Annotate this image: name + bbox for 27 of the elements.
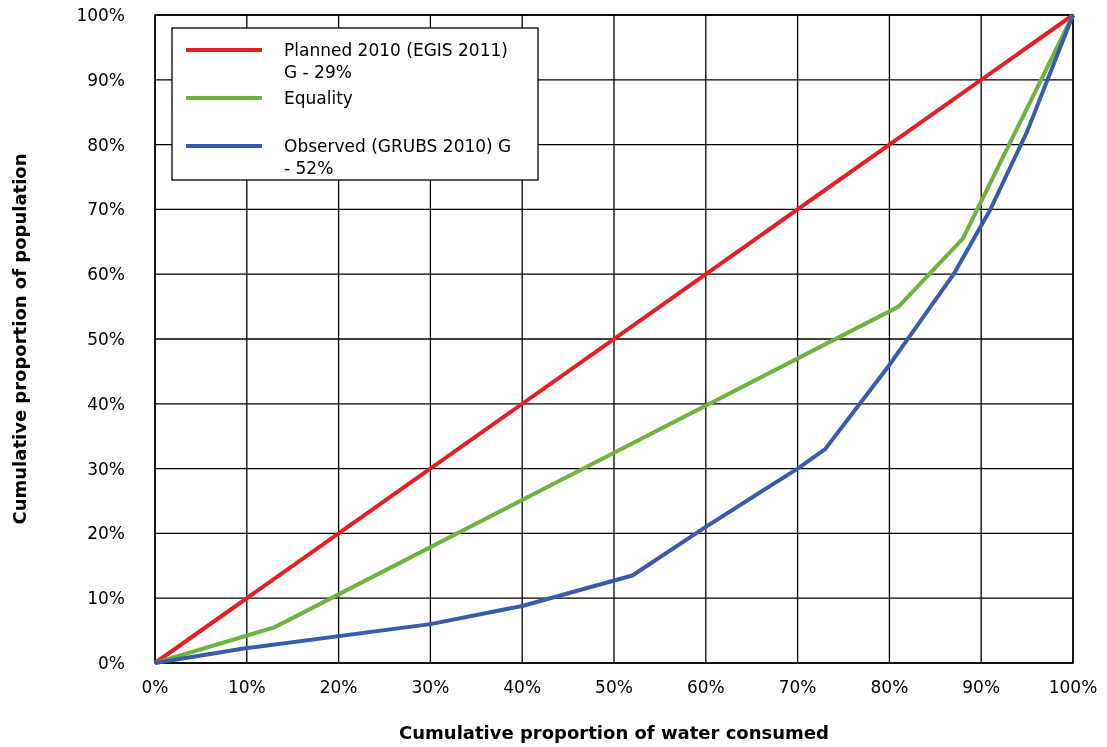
y-tick-label: 20% xyxy=(87,523,125,544)
y-tick-label: 100% xyxy=(76,5,125,25)
y-tick-label: 50% xyxy=(87,329,125,349)
x-tick-label: 20% xyxy=(319,677,358,697)
legend-label: Equality xyxy=(284,88,353,108)
x-tick-label: 40% xyxy=(503,677,542,697)
x-axis-title: Cumulative proportion of water consumed xyxy=(399,722,829,743)
x-tick-label: 50% xyxy=(595,677,633,697)
y-tick-label: 10% xyxy=(87,588,125,609)
y-tick-label: 70% xyxy=(87,199,125,220)
x-tick-label: 90% xyxy=(962,677,1001,697)
y-tick-label: 80% xyxy=(87,134,125,155)
y-axis-title: Cumulative proportion of population xyxy=(9,153,30,525)
y-tick-label: 60% xyxy=(87,264,125,285)
x-tick-label: 0% xyxy=(141,677,169,697)
x-tick-label: 60% xyxy=(686,677,725,697)
y-tick-label: 30% xyxy=(87,458,125,479)
y-tick-label: 40% xyxy=(87,393,125,414)
y-tick-label: 90% xyxy=(87,69,125,90)
legend-label: Planned 2010 (EGIS 2011) G - 29% xyxy=(284,40,508,82)
y-tick-label: 0% xyxy=(98,653,125,673)
x-tick-label: 80% xyxy=(870,677,909,697)
legend-label: Observed (GRUBS 2010) G - 52% xyxy=(284,136,512,178)
x-tick-label: 100% xyxy=(1048,677,1098,697)
x-tick-label: 10% xyxy=(227,677,266,697)
x-tick-label: 30% xyxy=(411,677,450,697)
x-tick-label: 70% xyxy=(778,677,817,697)
